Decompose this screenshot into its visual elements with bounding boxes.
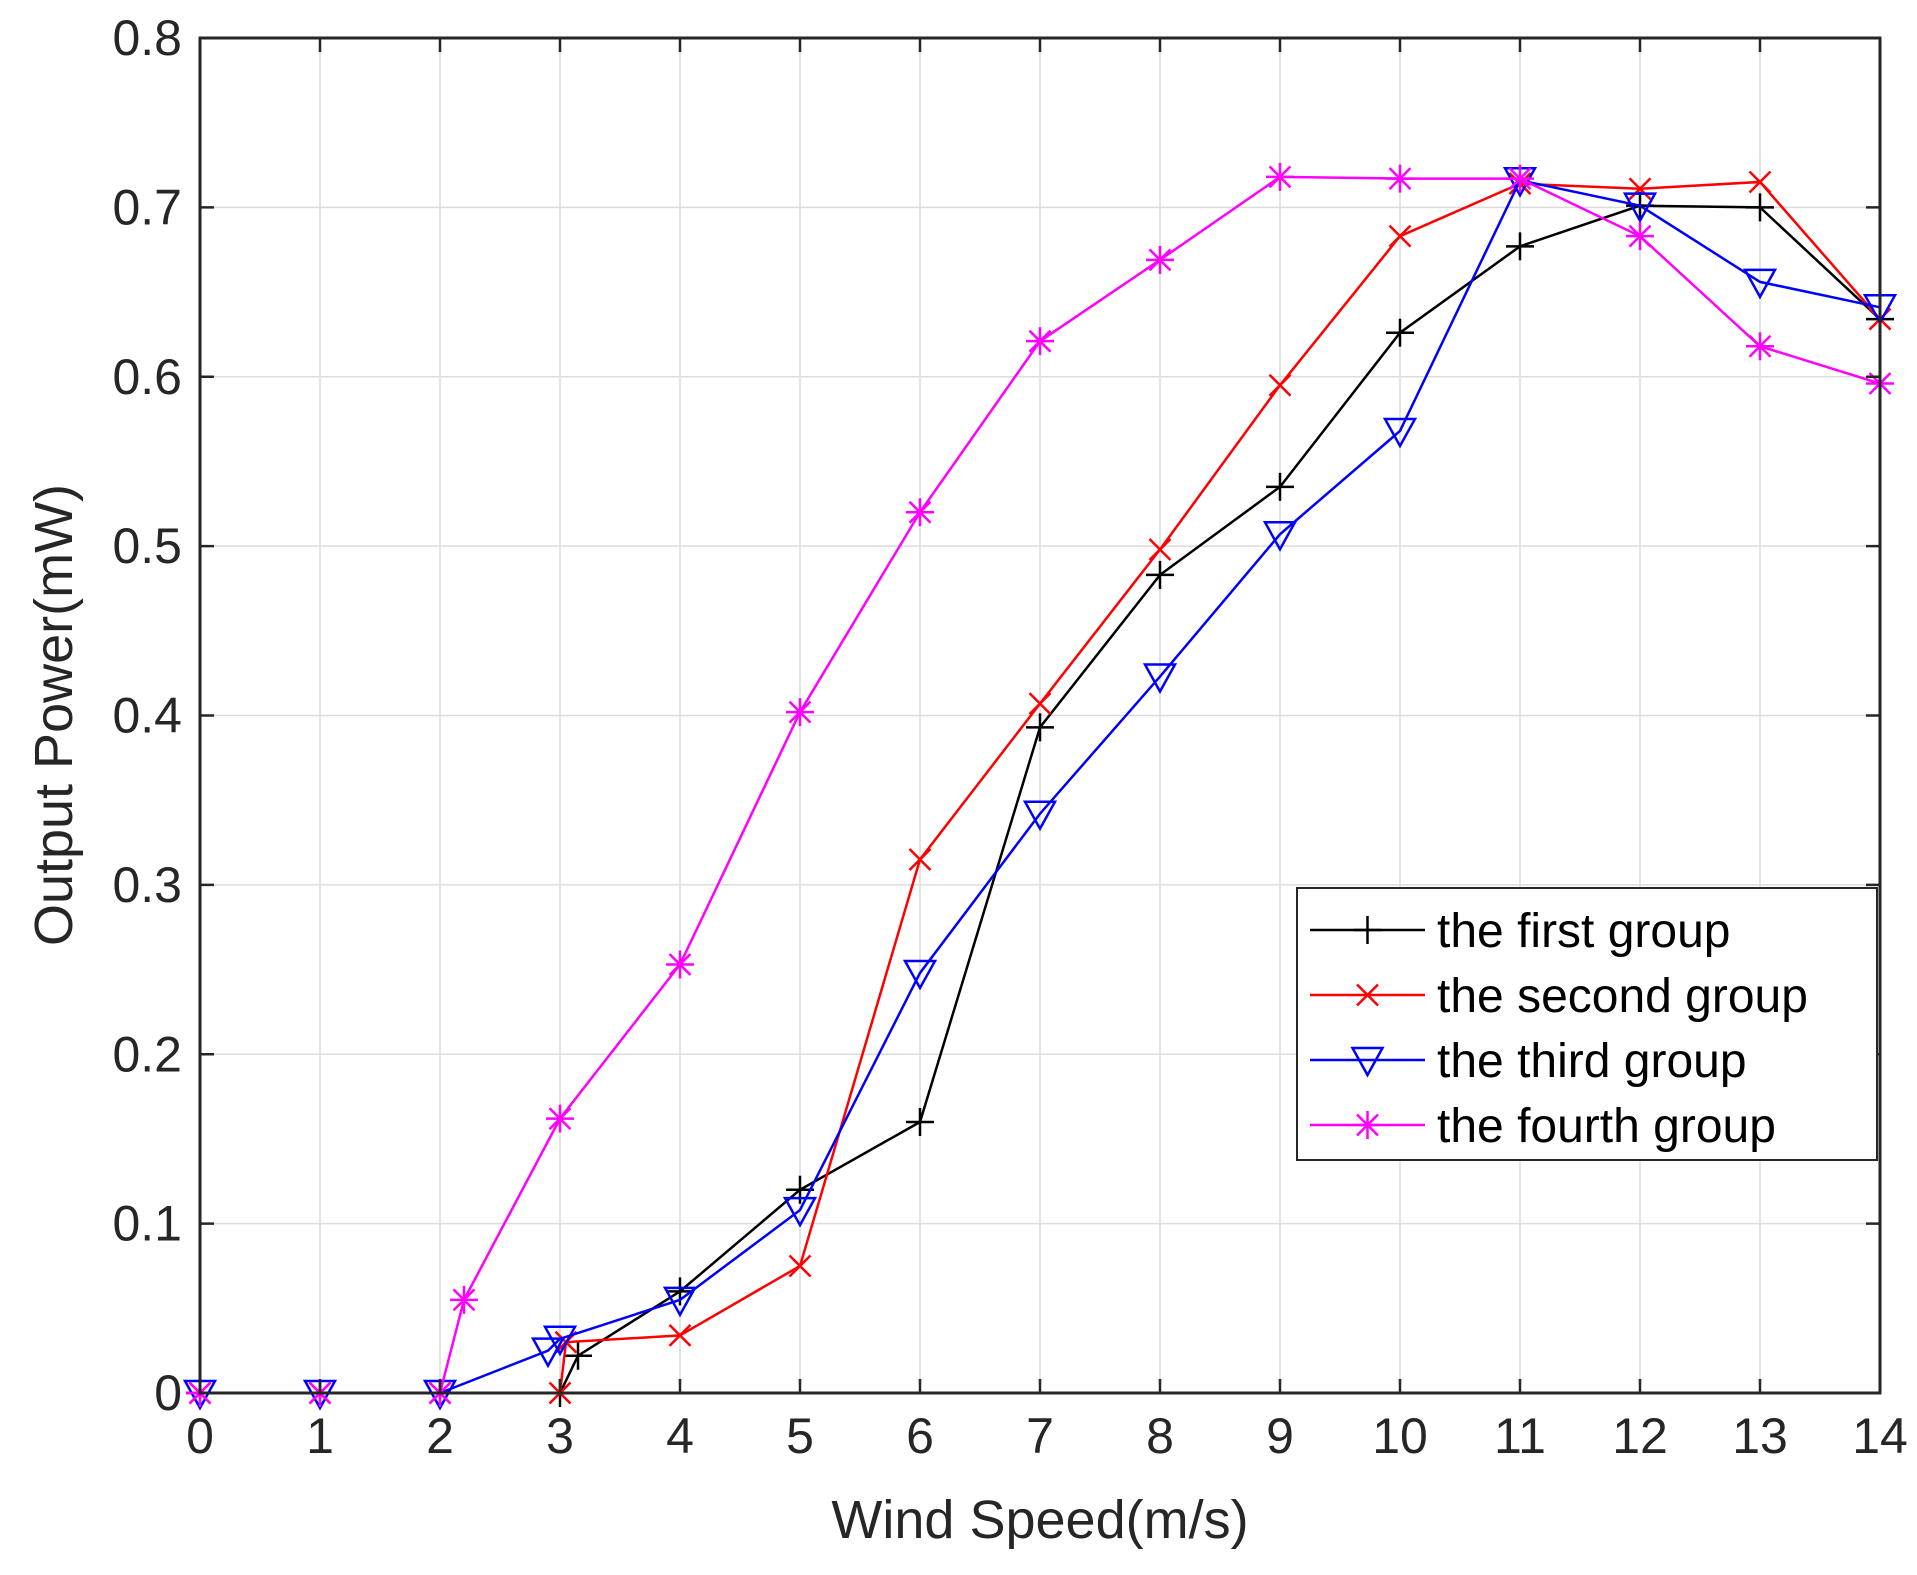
data-point — [1386, 318, 1414, 347]
data-point — [782, 1196, 818, 1228]
legend-item: the first group — [1310, 905, 1730, 958]
data-point — [1386, 164, 1414, 193]
data-point — [1026, 713, 1054, 742]
y-tick-label: 0.7 — [112, 179, 182, 235]
data-point — [1262, 521, 1298, 552]
data-point — [542, 1325, 578, 1357]
legend-item: the third group — [1310, 1035, 1747, 1088]
data-point — [668, 1324, 692, 1347]
x-tick-label: 14 — [1852, 1408, 1908, 1464]
x-tick-label: 7 — [1026, 1408, 1054, 1464]
x-tick-label: 12 — [1612, 1408, 1668, 1464]
data-point — [1382, 417, 1418, 449]
x-tick-label: 2 — [426, 1408, 454, 1464]
x-tick-label: 13 — [1732, 1408, 1788, 1464]
legend-item: the fourth group — [1310, 1100, 1776, 1153]
data-point — [906, 1108, 934, 1136]
data-point — [1628, 177, 1652, 201]
y-axis-label: Output Power(mW) — [24, 484, 84, 946]
legend: the first group the second group the third… — [1296, 887, 1878, 1161]
data-point — [546, 1104, 574, 1133]
data-point — [1626, 222, 1654, 251]
ticks: 0 1 2 3 4 5 6 7 8 9 10 11 12 13 1400.10.20.30.40.50.60… — [112, 10, 1907, 1464]
series-layer — [182, 162, 1898, 1411]
grid — [199, 37, 1881, 1394]
data-point — [662, 1286, 698, 1318]
data-point — [1746, 332, 1774, 361]
y-tick-label: 0.4 — [112, 688, 182, 744]
data-point — [1022, 800, 1058, 832]
data-point — [786, 698, 814, 727]
x-tick-label: 5 — [786, 1408, 814, 1464]
data-point — [1506, 164, 1534, 193]
legend-label: the third group — [1437, 1035, 1747, 1088]
y-tick-label: 0.2 — [112, 1026, 182, 1082]
data-point — [906, 498, 934, 527]
x-tick-label: 11 — [1494, 1408, 1546, 1464]
legend-box — [1296, 887, 1878, 1161]
x-axis-label: Wind Speed(m/s) — [831, 1490, 1248, 1550]
series-line — [200, 175, 1881, 1395]
y-tick-label: 0.5 — [112, 518, 182, 574]
x-tick-label: 0 — [186, 1408, 214, 1464]
data-point — [902, 959, 938, 991]
x-tick-label: 1 — [306, 1408, 334, 1464]
x-tick-label: 10 — [1372, 1408, 1428, 1464]
data-point — [1148, 538, 1172, 561]
legend-marker — [1350, 1046, 1385, 1078]
legend-label: the second group — [1437, 970, 1808, 1023]
data-point — [1026, 327, 1054, 356]
data-point — [1146, 560, 1174, 589]
x-tick-label: 8 — [1146, 1408, 1174, 1464]
data-point — [1142, 663, 1178, 695]
y-tick-label: 0.6 — [112, 349, 182, 405]
data-point — [1266, 162, 1294, 191]
data-point — [666, 950, 694, 979]
legend-marker — [1353, 1111, 1382, 1139]
y-tick-label: 0 — [154, 1365, 182, 1421]
y-tick-label: 0.3 — [112, 857, 182, 913]
x-tick-label: 4 — [666, 1408, 694, 1464]
data-point — [1028, 692, 1052, 716]
x-tick-label: 6 — [906, 1408, 934, 1464]
y-tick-label: 0.1 — [112, 1196, 182, 1252]
y-tick-label: 0.8 — [112, 10, 182, 66]
data-point — [564, 1341, 592, 1370]
data-point — [1622, 192, 1658, 224]
legend-marker — [1353, 916, 1382, 944]
data-point — [908, 848, 932, 871]
data-point — [530, 1337, 566, 1369]
x-tick-label: 3 — [546, 1408, 574, 1464]
legend-marker — [1356, 983, 1379, 1007]
data-point — [1388, 224, 1412, 248]
data-point — [1506, 232, 1534, 261]
data-point — [1268, 373, 1292, 397]
legend-label: the first group — [1437, 905, 1730, 958]
data-point — [1742, 268, 1778, 300]
data-point — [1146, 245, 1174, 274]
legend-label: the fourth group — [1437, 1100, 1776, 1153]
data-point — [450, 1285, 478, 1314]
data-point — [1748, 170, 1772, 194]
series-line — [200, 178, 1881, 1395]
legend-item: the second group — [1310, 970, 1808, 1023]
data-point — [1746, 193, 1774, 222]
data-point — [1266, 472, 1294, 501]
data-point — [788, 1254, 812, 1278]
x-tick-label: 9 — [1266, 1408, 1294, 1464]
